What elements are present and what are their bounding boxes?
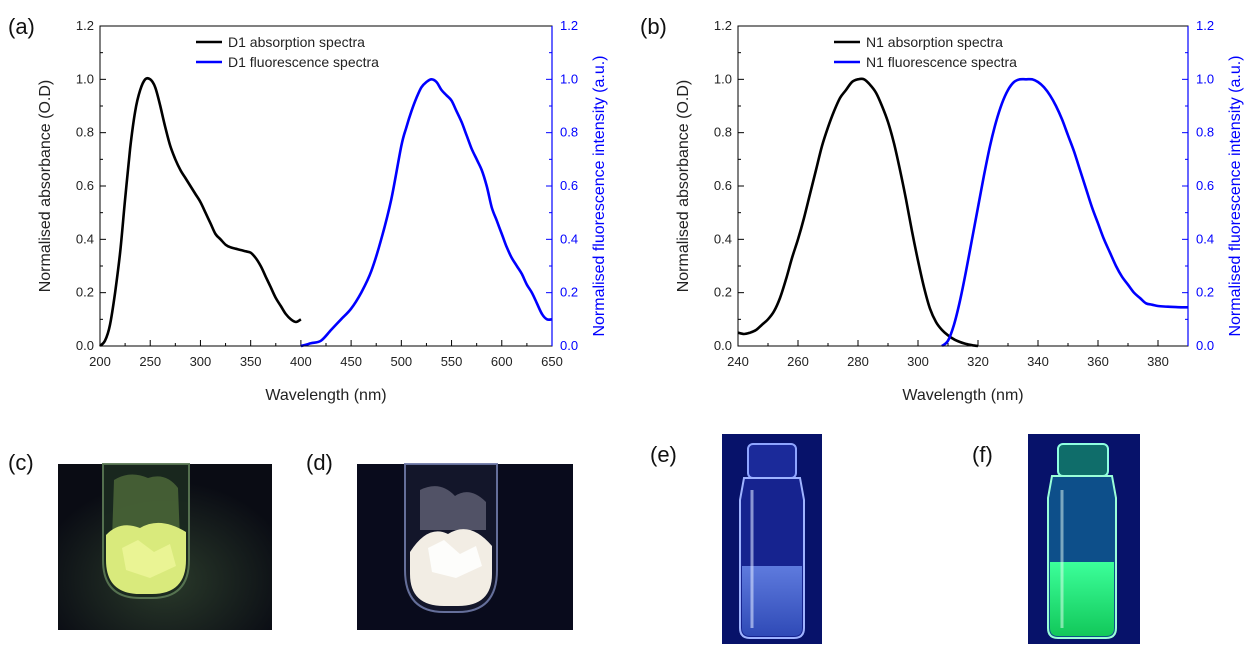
y-tick-label-right: 0.4 — [560, 231, 578, 246]
y-tick-label-right: 0.6 — [1196, 178, 1214, 193]
x-tick-label: 280 — [847, 354, 869, 369]
chart-panel-b: (b) 240 260 280 300 320 340 360 380 0.00.20.40.… — [640, 14, 1244, 404]
y-tick-label-right: 1.0 — [560, 71, 578, 86]
panel-a-series — [99, 76, 553, 348]
panel-b-plot-frame — [737, 25, 1189, 347]
x-tick-label: 300 — [907, 354, 929, 369]
panel-b-legend: N1 absorption spectra N1 fluorescence sp… — [834, 34, 1017, 70]
x-tick-label: 250 — [139, 354, 161, 369]
legend-label-n1-fluorescence: N1 fluorescence spectra — [866, 54, 1017, 70]
legend-label-n1-absorption: N1 absorption spectra — [866, 34, 1003, 50]
y-tick-label-left: 0.6 — [76, 178, 94, 193]
y-tick-label-right: 0.8 — [560, 125, 578, 140]
x-tick-label: 400 — [290, 354, 312, 369]
y-tick-label-right: 0.0 — [560, 338, 578, 353]
y-tick-label-left: 1.0 — [76, 71, 94, 86]
y-tick-label-left: 0.0 — [714, 338, 732, 353]
x-tick-label: 260 — [787, 354, 809, 369]
x-tick-label: 360 — [1087, 354, 1109, 369]
panel-a-y-axis-label-left: Normalised absorbance (O.D) — [37, 80, 54, 293]
legend-label-d1-fluorescence: D1 fluorescence spectra — [228, 54, 379, 70]
vial-green-fluorescent-solution-icon — [1047, 443, 1117, 639]
panel-b-y-ticks-left: 0.0 0.2 0.4 0.6 0.8 1.0 1.2 — [714, 18, 744, 353]
panel-b-label: (b) — [640, 14, 667, 39]
series-line-fluorescence — [941, 77, 1189, 348]
y-tick-label-right: 1.2 — [560, 18, 578, 33]
x-tick-label: 340 — [1027, 354, 1049, 369]
photo-panel-d: (d) — [306, 450, 573, 630]
y-tick-label-left: 1.2 — [76, 18, 94, 33]
vial-clear-solution-icon — [739, 443, 805, 639]
x-tick-label: 240 — [727, 354, 749, 369]
legend-label-d1-absorption: D1 absorption spectra — [228, 34, 365, 50]
y-tick-label-left: 0.4 — [76, 231, 94, 246]
y-tick-label-left: 0.6 — [714, 178, 732, 193]
panel-a-y-ticks-right: 0.0 0.2 0.4 0.6 0.8 1.0 1.2 — [546, 18, 578, 353]
y-tick-label-right: 0.8 — [1196, 125, 1214, 140]
panel-d-label: (d) — [306, 450, 333, 475]
x-tick-label: 200 — [89, 354, 111, 369]
panel-a-y-axis-label-right: Normalised fluorescence intensity (a.u.) — [591, 55, 608, 336]
y-tick-label-left: 1.2 — [714, 18, 732, 33]
y-tick-label-left: 1.0 — [714, 71, 732, 86]
panel-a-label: (a) — [8, 14, 35, 39]
panel-b-x-axis-label: Wavelength (nm) — [902, 387, 1023, 404]
panel-a-legend: D1 absorption spectra D1 fluorescence sp… — [196, 34, 379, 70]
photo-panel-e: (e) — [650, 434, 822, 644]
panel-b-series — [737, 77, 1189, 348]
panel-a-plot-frame — [99, 25, 553, 347]
x-tick-label: 600 — [491, 354, 513, 369]
y-tick-label-right: 0.0 — [1196, 338, 1214, 353]
y-tick-label-right: 1.0 — [1196, 71, 1214, 86]
panel-a-x-ticks: 200 250 300 350 400 450 500 550 600 650 — [89, 340, 563, 369]
y-tick-label-left: 0.0 — [76, 338, 94, 353]
series-line-absorption — [99, 76, 302, 347]
x-tick-label: 320 — [967, 354, 989, 369]
x-tick-label: 550 — [441, 354, 463, 369]
y-tick-label-right: 0.2 — [560, 285, 578, 300]
tube-with-yellow-powder-icon — [102, 463, 190, 599]
panel-e-label: (e) — [650, 442, 677, 467]
y-tick-label-left: 0.4 — [714, 231, 732, 246]
panel-b-x-ticks: 240 260 280 300 320 340 360 380 — [727, 340, 1169, 369]
y-tick-label-right: 0.6 — [560, 178, 578, 193]
y-tick-label-right: 1.2 — [1196, 18, 1214, 33]
series-line-fluorescence — [300, 78, 553, 348]
photo-panel-c: (c) — [8, 450, 272, 630]
panel-a-y-ticks-left: 0.0 0.2 0.4 0.6 0.8 1.0 1.2 — [76, 18, 106, 353]
panel-c-label: (c) — [8, 450, 34, 475]
panel-b-y-ticks-right: 0.0 0.2 0.4 0.6 0.8 1.0 1.2 — [1182, 18, 1214, 353]
x-tick-label: 380 — [1147, 354, 1169, 369]
x-tick-label: 500 — [390, 354, 412, 369]
panel-b-y-axis-label-left: Normalised absorbance (O.D) — [675, 80, 692, 293]
y-tick-label-left: 0.8 — [76, 125, 94, 140]
x-tick-label: 300 — [190, 354, 212, 369]
panel-a-x-axis-label: Wavelength (nm) — [265, 387, 386, 404]
y-tick-label-left: 0.8 — [714, 125, 732, 140]
photo-panel-f: (f) — [972, 434, 1140, 644]
series-line-absorption — [737, 77, 979, 348]
x-tick-label: 450 — [340, 354, 362, 369]
panel-f-label: (f) — [972, 442, 993, 467]
panel-b-y-axis-label-right: Normalised fluorescence intensity (a.u.) — [1227, 55, 1244, 336]
y-tick-label-right: 0.4 — [1196, 231, 1214, 246]
tube-with-white-powder-icon — [404, 463, 498, 613]
chart-panel-a: (a) 200 250 300 350 400 450 500 550 600 650 0.00.… — [8, 14, 608, 404]
x-tick-label: 650 — [541, 354, 563, 369]
y-tick-label-left: 0.2 — [714, 285, 732, 300]
y-tick-label-right: 0.2 — [1196, 285, 1214, 300]
x-tick-label: 350 — [240, 354, 262, 369]
y-tick-label-left: 0.2 — [76, 285, 94, 300]
